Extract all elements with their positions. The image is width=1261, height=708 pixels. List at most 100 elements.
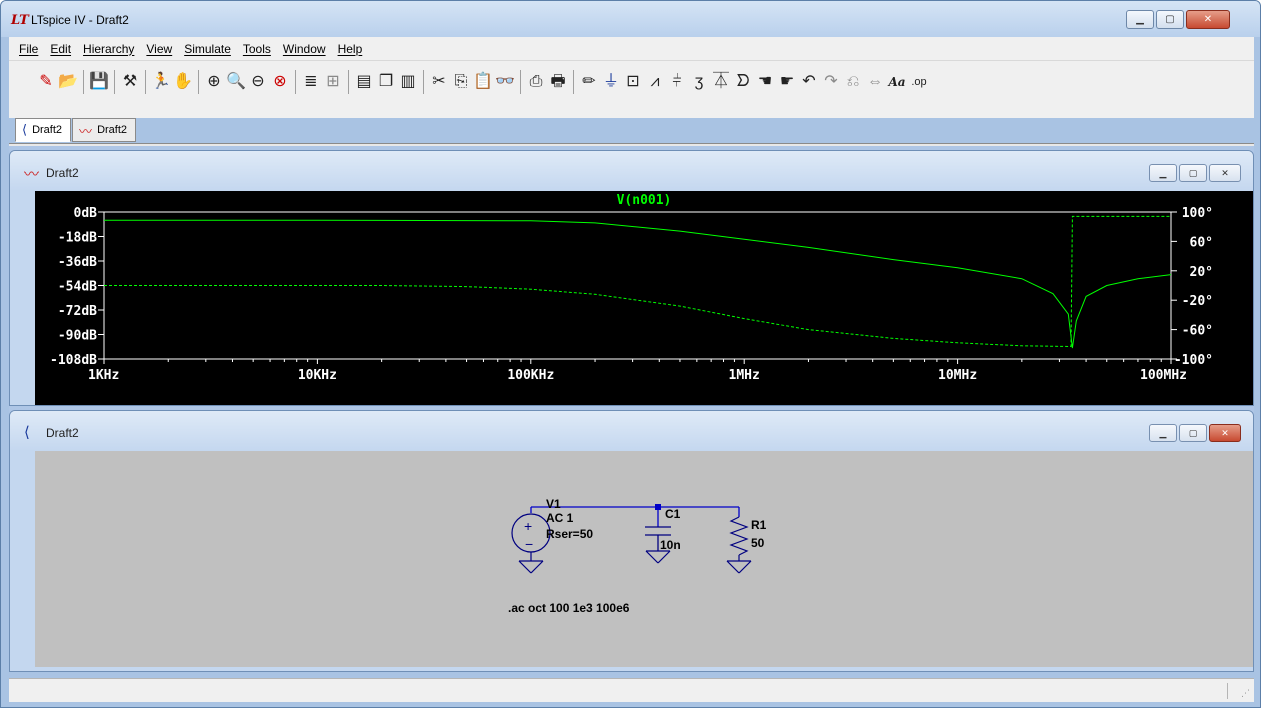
title-bar[interactable]: LT LTspice IV - Draft2 ▁ ▢ ✕ <box>1 1 1260 37</box>
magnitude-tick-label: -90dB <box>58 329 97 344</box>
zoom-cancel-icon[interactable]: ⊗ <box>269 70 291 94</box>
menu-view[interactable]: View <box>140 42 178 56</box>
redo-icon[interactable]: ↷ <box>820 70 842 94</box>
schematic-icon: ⟨ <box>24 423 30 441</box>
plot-area[interactable]: 0dB -18dB -36dB -54dB -72dB -90dB -108dB 100° 6… <box>35 191 1253 405</box>
menu-window[interactable]: Window <box>277 42 332 56</box>
phase-tick-label: -60° <box>1182 324 1213 339</box>
waveform-icon: 〰 <box>24 163 39 184</box>
print-setup-icon[interactable]: ⎙ <box>525 70 547 94</box>
mdi-area: 〰 Draft2 ▁ ▢ ✕ 0dB -18dB -36dB -54dB -72dB -9… <box>9 146 1254 672</box>
frequency-tick-label: 100MHz <box>1140 368 1187 383</box>
v1-param[interactable]: Rser=50 <box>546 527 593 541</box>
plot-minimize-button[interactable]: ▁ <box>1149 164 1177 182</box>
magnitude-trace <box>104 220 1171 348</box>
plot-window-title-bar[interactable]: 〰 Draft2 ▁ ▢ ✕ <box>10 151 1253 191</box>
r1-value[interactable]: 50 <box>751 536 765 550</box>
diode-icon[interactable]: ⏄ <box>710 70 732 94</box>
label-icon[interactable]: ⊡ <box>622 70 644 94</box>
move-icon[interactable]: ☚ <box>754 70 776 94</box>
trace-label[interactable]: V(n001) <box>617 193 672 208</box>
tab-plot[interactable]: 〰 Draft2 <box>72 118 136 142</box>
magnitude-tick-label: 0dB <box>74 206 98 221</box>
c1-value[interactable]: 10n <box>660 538 681 552</box>
frequency-tick-label: 100KHz <box>507 368 554 383</box>
spice-directive[interactable]: .ac oct 100 1e3 100e6 <box>508 601 630 615</box>
menu-tools[interactable]: Tools <box>237 42 277 56</box>
maximize-button[interactable]: ▢ <box>1156 10 1184 29</box>
mirror-icon[interactable]: ⇔ <box>864 70 886 94</box>
spice-directive-icon[interactable]: .op <box>908 70 930 94</box>
menu-edit[interactable]: Edit <box>44 42 77 56</box>
drag-icon[interactable]: ☛ <box>776 70 798 94</box>
phase-tick-label: 100° <box>1182 206 1213 221</box>
grid-icon[interactable]: ⊞ <box>322 70 344 94</box>
schematic-window-title: Draft2 <box>46 426 79 440</box>
menu-hierarchy[interactable]: Hierarchy <box>77 42 140 56</box>
zoom-out-icon[interactable]: ⊖ <box>247 70 269 94</box>
copy-icon[interactable]: ⎘ <box>450 70 472 94</box>
save-icon[interactable]: 💾 <box>88 70 110 94</box>
find-icon[interactable]: 👓 <box>494 70 516 94</box>
undo-icon[interactable]: ↶ <box>798 70 820 94</box>
waveform-icon: 〰 <box>79 121 92 140</box>
frequency-axis: 1KHz 10KHz 100KHz 1MHz 10MHz 100MHz <box>88 359 1187 383</box>
component-icon[interactable]: ᗤ <box>732 70 754 94</box>
schematic-canvas[interactable]: + − <box>35 451 1253 667</box>
menu-file[interactable]: File <box>13 42 44 56</box>
tile-horizontal-icon[interactable]: ▤ <box>353 70 375 94</box>
schematic-window: ⟨ Draft2 ▁ ▢ ✕ <box>9 410 1254 672</box>
tab-schematic[interactable]: ⟨ Draft2 <box>15 118 71 142</box>
schematic-maximize-button[interactable]: ▢ <box>1179 424 1207 442</box>
toolbar-separator <box>145 70 146 94</box>
close-button[interactable]: ✕ <box>1186 10 1230 29</box>
magnitude-tick-label: -108dB <box>50 353 97 368</box>
text-icon[interactable]: Aa <box>886 70 908 94</box>
capacitor-icon[interactable]: ⫩ <box>666 70 688 94</box>
inductor-icon[interactable]: ʒ <box>688 70 710 94</box>
window-title: LTspice IV - Draft2 <box>31 13 129 27</box>
rotate-icon[interactable]: ⎌ <box>842 70 864 94</box>
wire-icon[interactable]: ✏ <box>578 70 600 94</box>
paste-icon[interactable]: 📋 <box>472 70 494 94</box>
toolbar-separator <box>198 70 199 94</box>
tile-vertical-icon[interactable]: ▥ <box>397 70 419 94</box>
cascade-icon[interactable]: ❐ <box>375 70 397 94</box>
menu-help[interactable]: Help <box>332 42 369 56</box>
magnitude-axis: 0dB -18dB -36dB -54dB -72dB -90dB -108dB <box>50 206 104 368</box>
phase-tick-label: -100° <box>1174 353 1213 368</box>
v1-name[interactable]: V1 <box>546 497 561 511</box>
autorange-icon[interactable]: ≣ <box>300 70 322 94</box>
new-schematic-icon[interactable]: ✎ <box>35 70 57 94</box>
zoom-area-icon[interactable]: 🔍 <box>225 70 247 94</box>
resize-grip-icon[interactable]: ⋰ <box>1241 688 1250 699</box>
c1-name[interactable]: C1 <box>665 507 681 521</box>
resistor-r1[interactable] <box>731 517 747 561</box>
plot-maximize-button[interactable]: ▢ <box>1179 164 1207 182</box>
ground-icon[interactable]: ⏚ <box>600 70 622 94</box>
plot-close-button[interactable]: ✕ <box>1209 164 1241 182</box>
minimize-button[interactable]: ▁ <box>1126 10 1154 29</box>
zoom-in-icon[interactable]: ⊕ <box>203 70 225 94</box>
control-panel-icon[interactable]: ⚒ <box>119 70 141 94</box>
open-icon[interactable]: 📂 <box>57 70 79 94</box>
status-bar: ⋰ <box>9 678 1254 702</box>
document-tabs: ⟨ Draft2 〰 Draft2 <box>15 118 137 144</box>
resistor-icon[interactable]: ⩘ <box>644 70 666 94</box>
schematic-minimize-button[interactable]: ▁ <box>1149 424 1177 442</box>
schematic-drawing[interactable]: + − <box>35 451 1253 667</box>
r1-name[interactable]: R1 <box>751 518 767 532</box>
run-icon[interactable]: 🏃 <box>150 70 172 94</box>
toolbar-separator <box>573 70 574 94</box>
print-icon[interactable]: 🖶 <box>547 70 569 94</box>
menu-simulate[interactable]: Simulate <box>178 42 237 56</box>
v1-value[interactable]: AC 1 <box>546 511 574 525</box>
cut-icon[interactable]: ✂ <box>428 70 450 94</box>
toolbar-separator <box>423 70 424 94</box>
schematic-window-title-bar[interactable]: ⟨ Draft2 ▁ ▢ ✕ <box>10 411 1253 451</box>
window-controls: ▁ ▢ ✕ <box>1126 10 1230 29</box>
schematic-close-button[interactable]: ✕ <box>1209 424 1241 442</box>
bode-plot[interactable]: 0dB -18dB -36dB -54dB -72dB -90dB -108dB 100° 6… <box>35 191 1253 405</box>
halt-icon[interactable]: ✋ <box>172 70 194 94</box>
frequency-tick-label: 10MHz <box>938 368 977 383</box>
